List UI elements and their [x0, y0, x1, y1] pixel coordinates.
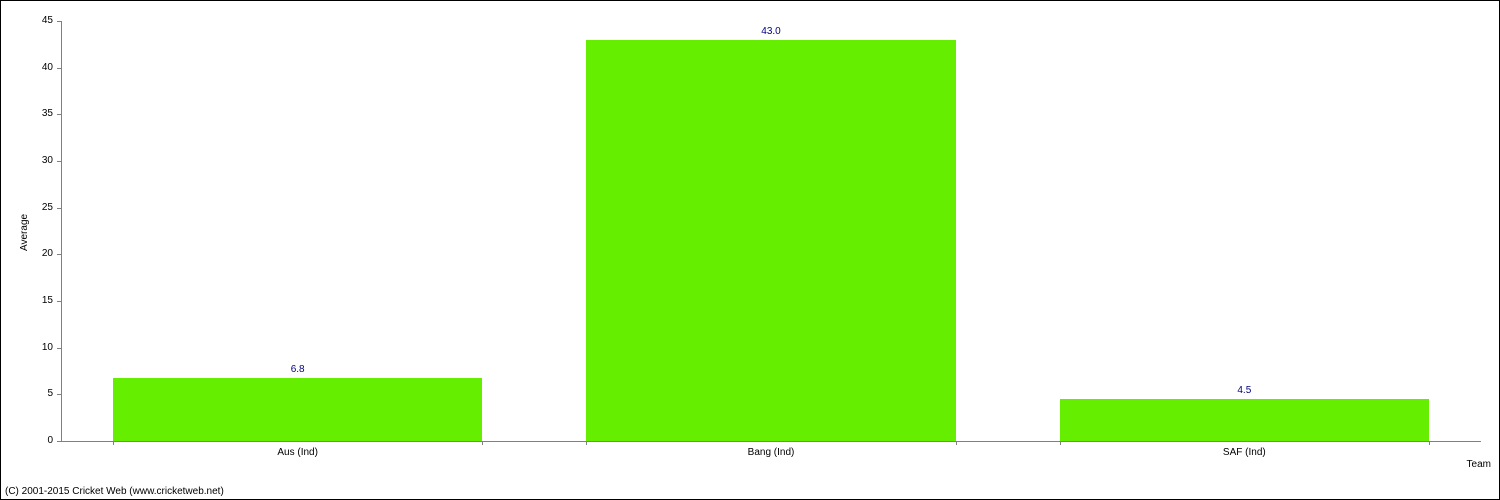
y-tick-label: 0	[1, 435, 53, 446]
x-axis-title: Team	[1467, 459, 1491, 470]
bar	[1060, 399, 1429, 441]
y-tick-label: 10	[1, 342, 53, 353]
x-axis-line	[61, 441, 1481, 442]
bar	[113, 378, 482, 441]
y-tick	[57, 348, 61, 349]
x-tick-label: Bang (Ind)	[748, 447, 795, 458]
x-tick	[1429, 441, 1430, 445]
bar-value-label: 43.0	[761, 26, 780, 37]
bar	[586, 40, 955, 441]
y-tick	[57, 301, 61, 302]
y-tick	[57, 441, 61, 442]
y-tick-label: 15	[1, 295, 53, 306]
x-tick	[113, 441, 114, 445]
chart-frame: (C) 2001-2015 Cricket Web (www.cricketwe…	[0, 0, 1500, 500]
x-tick-label: Aus (Ind)	[277, 447, 318, 458]
x-tick	[482, 441, 483, 445]
y-tick-label: 40	[1, 62, 53, 73]
y-tick	[57, 161, 61, 162]
y-tick	[57, 254, 61, 255]
y-tick-label: 25	[1, 202, 53, 213]
y-tick-label: 45	[1, 15, 53, 26]
y-axis-line	[61, 21, 62, 441]
x-tick	[586, 441, 587, 445]
x-tick-label: SAF (Ind)	[1223, 447, 1266, 458]
y-tick-label: 35	[1, 108, 53, 119]
bar-value-label: 6.8	[291, 364, 305, 375]
y-axis-title: Average	[19, 214, 30, 251]
x-tick	[956, 441, 957, 445]
x-tick	[1060, 441, 1061, 445]
y-tick-label: 30	[1, 155, 53, 166]
bar-value-label: 4.5	[1237, 385, 1251, 396]
copyright-text: (C) 2001-2015 Cricket Web (www.cricketwe…	[5, 486, 224, 497]
y-tick	[57, 208, 61, 209]
y-tick	[57, 68, 61, 69]
y-tick-label: 5	[1, 388, 53, 399]
y-tick	[57, 21, 61, 22]
y-tick	[57, 394, 61, 395]
y-tick	[57, 114, 61, 115]
